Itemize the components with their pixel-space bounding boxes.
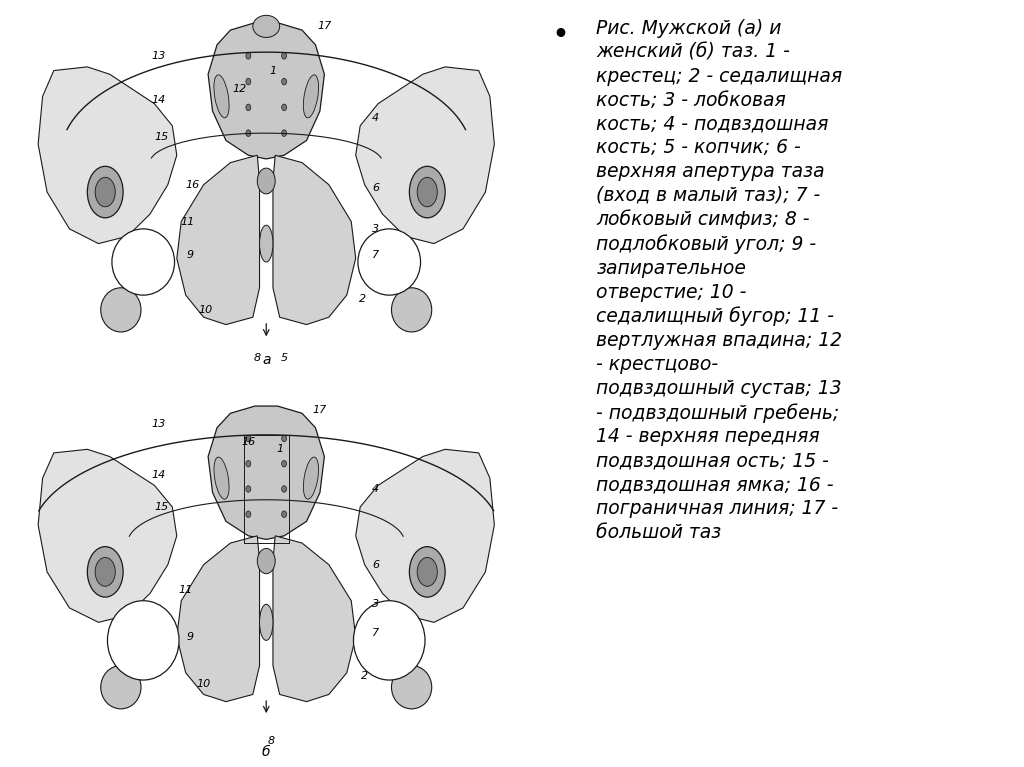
Text: 4: 4: [373, 484, 379, 494]
Ellipse shape: [417, 558, 437, 586]
Text: 1: 1: [269, 65, 276, 76]
Text: 4: 4: [373, 114, 379, 123]
Text: 10: 10: [197, 679, 211, 689]
Ellipse shape: [257, 168, 275, 194]
Text: 2: 2: [358, 294, 366, 304]
Polygon shape: [38, 449, 177, 622]
Text: 7: 7: [373, 249, 379, 260]
Ellipse shape: [282, 104, 287, 110]
Ellipse shape: [257, 548, 275, 574]
Ellipse shape: [214, 457, 229, 499]
Polygon shape: [208, 406, 325, 539]
Text: 15: 15: [154, 502, 168, 512]
Ellipse shape: [353, 601, 425, 680]
Text: 13: 13: [152, 51, 166, 61]
Text: 8: 8: [254, 353, 261, 363]
Text: Рис. Мужской (а) и
женский (б) таз. 1 -
крестец; 2 - седалищная
кость; 3 - лобко: Рис. Мужской (а) и женский (б) таз. 1 - …: [596, 19, 843, 542]
Ellipse shape: [246, 460, 251, 467]
Text: 6: 6: [373, 560, 379, 570]
Ellipse shape: [246, 511, 251, 518]
Text: 16: 16: [185, 179, 200, 189]
Ellipse shape: [410, 166, 445, 218]
Text: 8: 8: [267, 736, 274, 746]
Ellipse shape: [282, 78, 287, 85]
Polygon shape: [273, 536, 355, 702]
Ellipse shape: [112, 229, 174, 295]
Ellipse shape: [246, 78, 251, 85]
Text: а: а: [262, 354, 270, 367]
Ellipse shape: [253, 15, 280, 38]
Text: 7: 7: [373, 628, 379, 638]
Text: б: б: [262, 745, 270, 759]
Ellipse shape: [95, 558, 116, 586]
Text: 17: 17: [317, 21, 332, 31]
Ellipse shape: [391, 666, 432, 709]
Ellipse shape: [282, 130, 287, 137]
Ellipse shape: [358, 229, 421, 295]
Polygon shape: [177, 155, 259, 324]
Ellipse shape: [100, 666, 141, 709]
Polygon shape: [355, 449, 495, 622]
Text: 15: 15: [154, 132, 168, 142]
Ellipse shape: [259, 225, 273, 262]
Text: 14: 14: [152, 469, 166, 479]
Text: 9: 9: [186, 249, 194, 260]
Ellipse shape: [391, 288, 432, 332]
Ellipse shape: [259, 604, 273, 640]
Text: 10: 10: [199, 304, 213, 315]
Ellipse shape: [282, 486, 287, 492]
Ellipse shape: [282, 460, 287, 467]
Text: 16: 16: [242, 437, 255, 447]
Ellipse shape: [246, 435, 251, 442]
Text: 12: 12: [232, 84, 247, 94]
Ellipse shape: [100, 288, 141, 332]
Polygon shape: [273, 155, 355, 324]
Ellipse shape: [246, 52, 251, 59]
Ellipse shape: [410, 547, 445, 597]
Polygon shape: [355, 67, 495, 244]
Text: 13: 13: [152, 419, 166, 429]
Text: 11: 11: [181, 216, 196, 226]
Ellipse shape: [246, 486, 251, 492]
Text: 14: 14: [152, 95, 166, 105]
Ellipse shape: [246, 104, 251, 110]
Text: 3: 3: [373, 599, 379, 609]
Polygon shape: [177, 536, 259, 702]
Polygon shape: [208, 23, 325, 159]
Ellipse shape: [303, 457, 318, 499]
Text: 9: 9: [186, 632, 194, 642]
Ellipse shape: [214, 75, 229, 118]
Ellipse shape: [108, 601, 179, 680]
Ellipse shape: [282, 435, 287, 442]
Ellipse shape: [246, 130, 251, 137]
Text: 2: 2: [361, 671, 369, 681]
Ellipse shape: [282, 52, 287, 59]
Ellipse shape: [303, 75, 318, 118]
Polygon shape: [38, 67, 177, 244]
Ellipse shape: [87, 166, 123, 218]
Ellipse shape: [87, 547, 123, 597]
Text: 11: 11: [178, 585, 193, 595]
Text: •: •: [552, 23, 568, 47]
Text: 3: 3: [373, 224, 379, 234]
Text: 6: 6: [373, 183, 379, 193]
Text: 1: 1: [276, 444, 284, 454]
Text: 17: 17: [312, 405, 327, 415]
Ellipse shape: [417, 177, 437, 207]
Text: 5: 5: [281, 353, 288, 363]
Ellipse shape: [95, 177, 116, 207]
Ellipse shape: [282, 511, 287, 518]
